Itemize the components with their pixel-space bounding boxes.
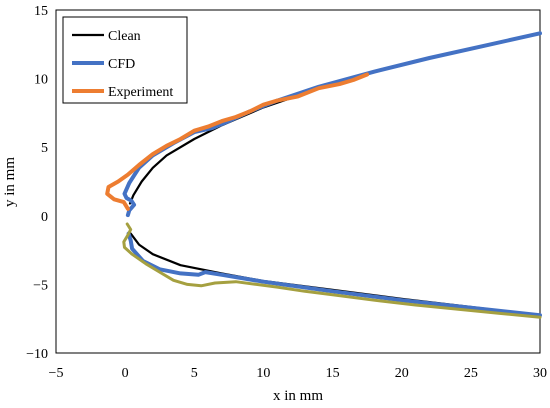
legend-label-experiment: Experiment — [108, 85, 173, 100]
legend-label-cfd: CFD — [108, 57, 135, 72]
x-tick-label: 20 — [395, 366, 409, 381]
y-tick-label: −5 — [33, 278, 48, 293]
y-tick-label: −10 — [26, 347, 48, 362]
series-line-unlabeled — [122, 222, 542, 319]
series-line-cfd — [126, 231, 542, 318]
x-tick-label: 25 — [464, 366, 478, 381]
y-tick-label: 0 — [41, 210, 48, 225]
x-tick-label: 10 — [256, 366, 270, 381]
x-tick-label: 5 — [191, 366, 198, 381]
x-tick-label: 15 — [326, 366, 340, 381]
y-tick-label: 15 — [34, 4, 48, 19]
y-tick-label: 5 — [41, 141, 48, 156]
series-layer — [105, 31, 542, 319]
x-tick-label: 30 — [533, 366, 547, 381]
legend-box — [62, 16, 188, 104]
y-axis-title: y in mm — [2, 157, 18, 207]
x-tick-label: −5 — [49, 366, 64, 381]
x-tick-label: 0 — [122, 366, 129, 381]
y-tick-label: 10 — [34, 73, 48, 88]
legend-label-clean: Clean — [108, 29, 141, 44]
x-axis-title: x in mm — [273, 388, 323, 404]
series-line-experiment — [105, 72, 370, 211]
legend: Clean CFD Experiment — [62, 16, 188, 104]
